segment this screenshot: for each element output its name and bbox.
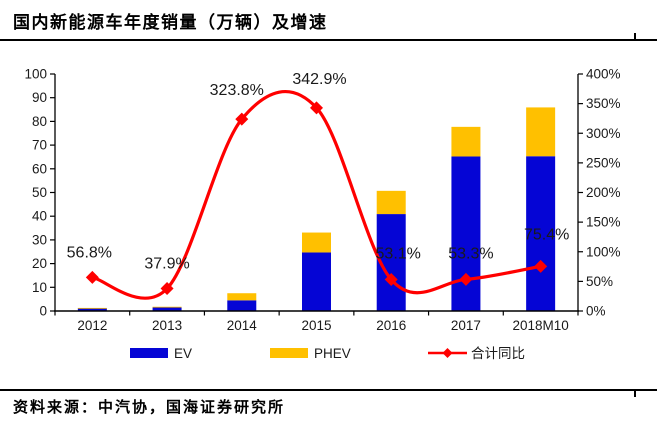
x-axis-category-label: 2013 <box>152 318 182 333</box>
bar-phev-2017 <box>451 126 481 157</box>
x-axis-category-label: 2014 <box>227 318 258 333</box>
growth-marker-2012 <box>85 270 99 284</box>
growth-point-label: 53.3% <box>448 245 493 262</box>
growth-marker-2014 <box>235 112 249 126</box>
bar-ev-2017 <box>451 156 481 311</box>
legend-label-phev: PHEV <box>314 346 351 361</box>
legend-label-ev: EV <box>174 346 192 361</box>
x-axis-category-label: 2016 <box>376 318 406 333</box>
bar-phev-2013 <box>152 306 182 308</box>
x-axis-category-label: 2012 <box>77 318 107 333</box>
right-axis-tick-label: 200% <box>586 185 621 200</box>
left-axis-tick-label: 10 <box>32 280 47 295</box>
footer-rule <box>0 389 657 391</box>
left-axis-tick-label: 50 <box>32 185 47 200</box>
growth-marker-2017 <box>459 272 473 286</box>
bar-ev-2013 <box>152 307 182 311</box>
source-note: 资料来源：中汽协，国海证券研究所 <box>13 398 286 416</box>
bar-ev-2014 <box>227 300 257 311</box>
left-axis-tick-label: 40 <box>32 209 47 224</box>
legend-label-growth: 合计同比 <box>471 346 525 361</box>
growth-marker-2015 <box>310 101 323 115</box>
legend-diamond-icon <box>442 348 453 358</box>
bar-ev-2012 <box>77 308 107 311</box>
x-axis-category-label: 2015 <box>301 318 331 333</box>
bar-ev-2015 <box>302 252 331 311</box>
right-axis-tick-label: 0% <box>586 304 606 319</box>
growth-point-label: 75.4% <box>524 226 569 243</box>
right-axis-tick-label: 300% <box>586 126 621 141</box>
growth-marker-2016 <box>384 273 398 287</box>
bar-phev-2014 <box>227 293 257 301</box>
growth-point-label: 323.8% <box>210 82 264 99</box>
left-axis-tick-label: 100 <box>24 67 47 82</box>
right-axis-tick-label: 250% <box>586 155 621 170</box>
left-axis-tick-label: 20 <box>32 256 47 271</box>
right-axis-tick-label: 350% <box>586 96 621 111</box>
x-axis-category-label: 2018M10 <box>512 318 568 333</box>
bar-phev-2012 <box>77 307 107 309</box>
growth-marker-2013 <box>160 282 174 296</box>
left-axis-tick-label: 60 <box>32 161 47 176</box>
bar-phev-2015 <box>302 232 331 253</box>
left-axis-tick-label: 0 <box>39 304 47 319</box>
growth-point-label: 53.1% <box>376 246 421 263</box>
left-axis-tick-label: 70 <box>32 138 47 153</box>
growth-marker-2018M10 <box>534 259 548 273</box>
chart-title: 国内新能源车年度销量（万辆）及增速 <box>13 13 328 33</box>
x-axis-category-label: 2017 <box>451 318 481 333</box>
bar-phev-2018M10 <box>526 107 556 157</box>
right-axis-tick-label: 150% <box>586 215 621 230</box>
left-axis-tick-label: 30 <box>32 232 47 247</box>
legend-swatch-ev <box>130 348 168 358</box>
right-axis-tick-label: 100% <box>586 244 621 259</box>
right-axis-tick-label: 50% <box>586 274 613 289</box>
title-rule <box>0 39 657 41</box>
left-axis-tick-label: 80 <box>32 114 47 129</box>
title-rule-tick <box>634 33 636 39</box>
left-axis-tick-label: 90 <box>32 90 47 105</box>
growth-point-label: 342.9% <box>292 71 346 88</box>
footer-rule-tick <box>634 391 636 397</box>
right-axis-tick-label: 400% <box>586 67 621 82</box>
legend-swatch-phev <box>270 348 308 358</box>
growth-point-label: 56.8% <box>67 244 112 261</box>
growth-point-label: 37.9% <box>144 256 189 273</box>
bar-phev-2016 <box>376 190 406 215</box>
bar-ev-2018M10 <box>526 156 556 311</box>
